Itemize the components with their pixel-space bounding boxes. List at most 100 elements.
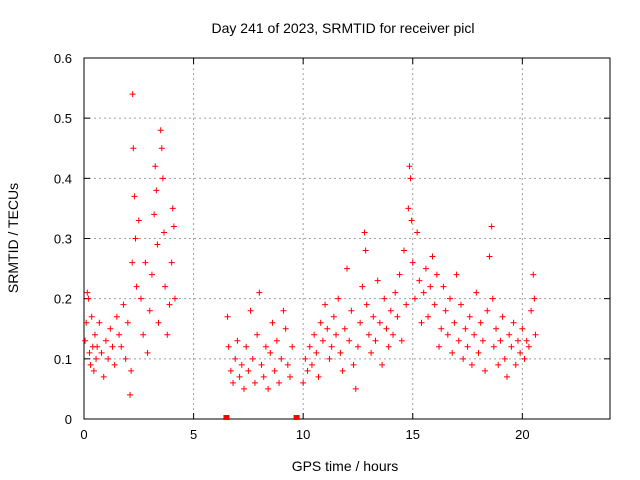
data-point (350, 361, 357, 368)
data-point (519, 325, 526, 332)
data-point (302, 355, 309, 362)
x-tick-label: 20 (515, 427, 529, 442)
data-point (130, 145, 137, 152)
data-point (243, 343, 250, 350)
data-point (234, 337, 241, 344)
data-point (313, 349, 320, 356)
data-point (346, 337, 353, 344)
data-point (247, 307, 254, 314)
data-point (260, 373, 267, 380)
y-axis-label: SRMTID / TECUs (5, 183, 21, 293)
data-point (107, 325, 114, 332)
data-point (85, 295, 92, 302)
data-point (271, 367, 278, 374)
data-point (113, 313, 120, 320)
data-point (280, 307, 287, 314)
data-point (170, 223, 177, 230)
data-point (127, 391, 134, 398)
data-point (157, 127, 164, 134)
data-point (287, 373, 294, 380)
gap-marker (293, 415, 300, 420)
data-point (460, 355, 467, 362)
data-point (227, 367, 234, 374)
data-point (416, 277, 423, 284)
data-point (166, 301, 173, 308)
data-point (326, 355, 333, 362)
data-point (517, 349, 524, 356)
data-point (493, 325, 500, 332)
data-point (436, 343, 443, 350)
data-point (420, 289, 427, 296)
data-point (361, 229, 368, 236)
data-point (407, 175, 414, 182)
data-point (322, 301, 329, 308)
data-point (153, 187, 160, 194)
data-point (362, 247, 369, 254)
data-point (489, 295, 496, 302)
data-point (100, 373, 107, 380)
data-point (339, 367, 346, 374)
data-point (449, 349, 456, 356)
data-point (425, 313, 432, 320)
data-point (256, 289, 263, 296)
data-point (344, 265, 350, 272)
data-point (398, 337, 405, 344)
data-point (96, 319, 103, 326)
data-point (140, 331, 147, 338)
data-point (409, 259, 416, 266)
data-point (273, 337, 280, 344)
data-point (510, 319, 517, 326)
data-point (289, 343, 296, 350)
data-point (82, 337, 89, 344)
data-point (90, 367, 97, 374)
data-point (414, 229, 421, 236)
data-point (406, 163, 413, 170)
data-point (118, 343, 125, 350)
x-tick-label: 5 (190, 427, 197, 442)
data-point (411, 295, 418, 302)
data-point (530, 271, 537, 278)
data-point (376, 319, 383, 326)
data-point (503, 373, 510, 380)
x-tick-label: 15 (406, 427, 420, 442)
data-point (394, 313, 401, 320)
data-point (514, 337, 521, 344)
data-point (160, 229, 167, 236)
data-point (370, 313, 377, 320)
data-point (251, 379, 258, 386)
data-point (457, 301, 464, 308)
data-point (232, 355, 239, 362)
data-point (468, 361, 475, 368)
data-point (379, 361, 386, 368)
data-point (455, 337, 462, 344)
data-point (482, 367, 489, 374)
data-point (230, 379, 237, 386)
data-point (169, 205, 176, 212)
data-point (265, 385, 272, 392)
data-point (105, 355, 112, 362)
chart-title: Day 241 of 2023, SRMTID for receiver pic… (212, 20, 475, 36)
data-point (236, 373, 243, 380)
data-point (422, 265, 429, 272)
data-point (276, 379, 283, 386)
data-point (453, 271, 460, 278)
data-point (531, 295, 538, 302)
data-point (357, 319, 364, 326)
data-point (495, 361, 502, 368)
data-point (488, 223, 495, 230)
y-tick-label: 0.1 (54, 352, 72, 367)
data-point (490, 343, 497, 350)
data-point (238, 361, 245, 368)
data-point (304, 367, 311, 374)
data-point (158, 145, 165, 152)
data-point (501, 355, 508, 362)
data-point (521, 355, 528, 362)
data-point (249, 355, 256, 362)
data-point (146, 307, 153, 314)
data-point (225, 343, 232, 350)
data-point (471, 331, 478, 338)
data-point (451, 319, 458, 326)
data-point (94, 343, 101, 350)
data-point (440, 283, 447, 290)
